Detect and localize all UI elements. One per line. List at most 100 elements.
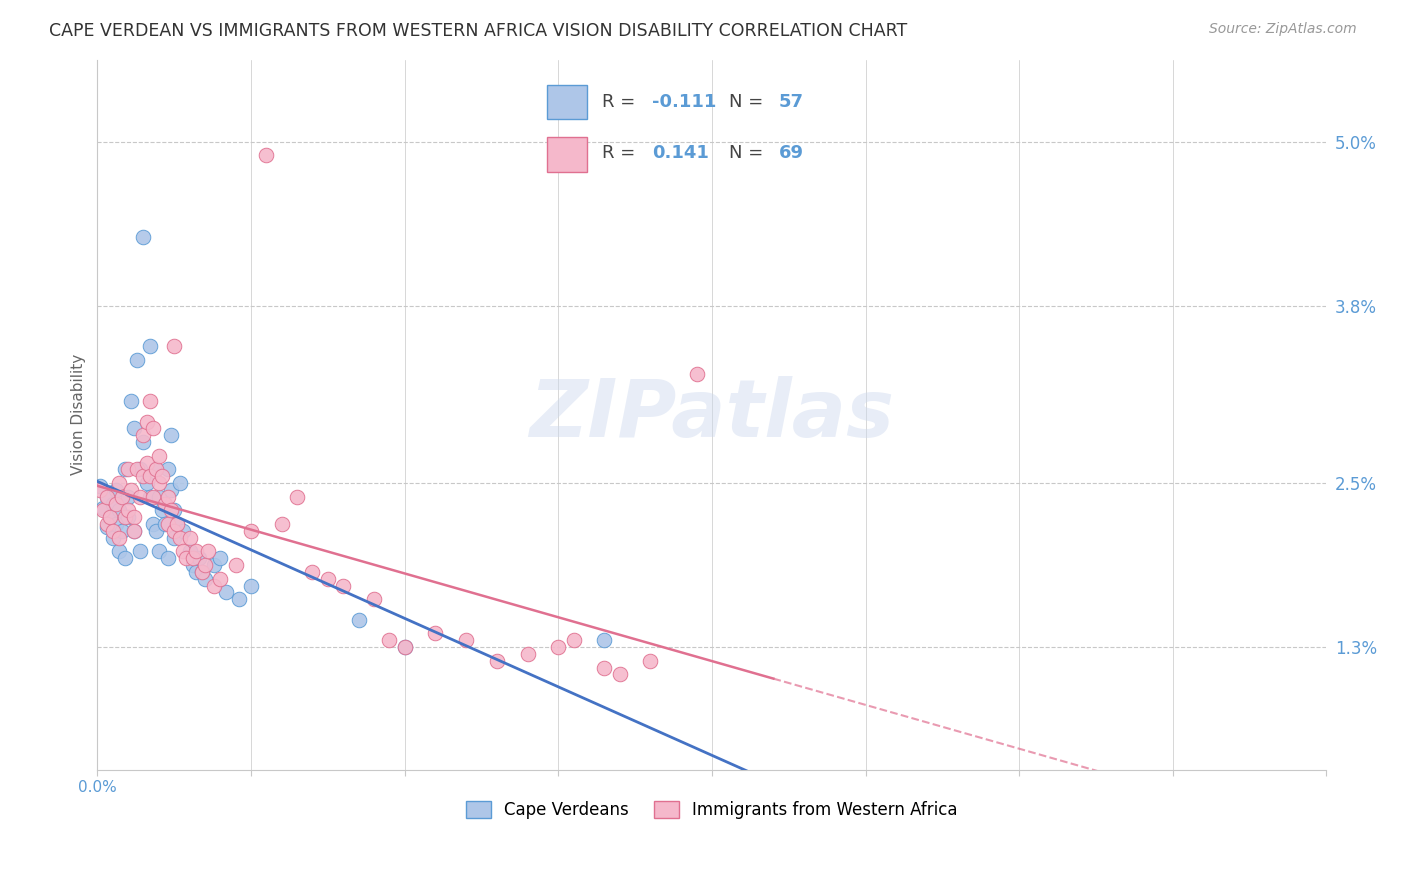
Point <box>547 640 569 654</box>
Point <box>163 339 186 353</box>
Text: Source: ZipAtlas.com: Source: ZipAtlas.com <box>1209 22 1357 37</box>
Point <box>104 497 127 511</box>
Point <box>135 476 157 491</box>
Point <box>181 551 204 566</box>
Point <box>197 544 219 558</box>
Point <box>127 462 149 476</box>
Point <box>142 421 165 435</box>
Point <box>160 483 183 497</box>
Text: 69: 69 <box>779 145 804 162</box>
Point <box>138 394 160 409</box>
Point <box>132 230 155 244</box>
Point <box>150 503 173 517</box>
Point <box>101 497 124 511</box>
Point <box>254 148 277 162</box>
Point <box>108 476 131 491</box>
Point <box>184 544 207 558</box>
Point <box>129 544 152 558</box>
Point <box>138 469 160 483</box>
Point <box>225 558 247 572</box>
Point <box>194 572 217 586</box>
Point <box>104 517 127 532</box>
Point <box>148 449 170 463</box>
Text: R =: R = <box>602 93 641 111</box>
Point <box>301 565 323 579</box>
Text: CAPE VERDEAN VS IMMIGRANTS FROM WESTERN AFRICA VISION DISABILITY CORRELATION CHA: CAPE VERDEAN VS IMMIGRANTS FROM WESTERN … <box>49 22 907 40</box>
Point <box>215 585 238 599</box>
Point <box>148 476 170 491</box>
Point <box>157 490 180 504</box>
Point <box>240 578 263 592</box>
Point <box>562 633 585 648</box>
Point <box>98 510 121 524</box>
Point <box>120 394 142 409</box>
Point <box>138 339 160 353</box>
Text: 0.141: 0.141 <box>652 145 709 162</box>
Point <box>150 469 173 483</box>
Point <box>191 565 214 579</box>
Point <box>181 558 204 572</box>
Point <box>179 531 201 545</box>
Point <box>394 640 416 654</box>
Point <box>96 490 118 504</box>
Point <box>425 626 447 640</box>
Point <box>114 551 136 566</box>
Point <box>108 531 131 545</box>
Text: ZIPatlas: ZIPatlas <box>530 376 894 454</box>
Point <box>166 517 188 532</box>
Point <box>228 592 250 607</box>
Point <box>166 517 188 532</box>
Text: N =: N = <box>730 93 769 111</box>
Point <box>316 572 339 586</box>
Point <box>101 531 124 545</box>
Point <box>176 551 198 566</box>
Point <box>96 490 118 504</box>
Text: -0.111: -0.111 <box>652 93 716 111</box>
Point <box>202 558 225 572</box>
Text: 57: 57 <box>779 93 804 111</box>
Point <box>89 483 111 497</box>
Point <box>104 483 127 497</box>
Point <box>157 517 180 532</box>
Point <box>240 524 263 538</box>
Point <box>209 551 232 566</box>
Point <box>148 490 170 504</box>
Point <box>114 510 136 524</box>
Point <box>101 524 124 538</box>
Y-axis label: Vision Disability: Vision Disability <box>72 354 86 475</box>
Point <box>593 633 616 648</box>
Point <box>172 544 194 558</box>
Point <box>209 572 232 586</box>
Point <box>122 524 145 538</box>
Point <box>122 524 145 538</box>
Point <box>89 479 111 493</box>
Point <box>142 517 165 532</box>
Point <box>163 503 186 517</box>
Point <box>332 578 354 592</box>
Point <box>129 490 152 504</box>
Point <box>202 578 225 592</box>
Point <box>153 497 176 511</box>
FancyBboxPatch shape <box>547 85 586 120</box>
Point <box>96 517 118 532</box>
FancyBboxPatch shape <box>547 137 586 171</box>
Point <box>122 510 145 524</box>
Point <box>145 462 167 476</box>
Point <box>169 531 191 545</box>
Point <box>93 503 115 517</box>
Point <box>132 435 155 450</box>
Point <box>593 660 616 674</box>
Point <box>456 633 478 648</box>
Point <box>132 428 155 442</box>
Point <box>117 503 139 517</box>
Point <box>157 551 180 566</box>
Point <box>270 517 292 532</box>
Point <box>153 517 176 532</box>
Point <box>145 524 167 538</box>
Point <box>122 421 145 435</box>
Point <box>157 462 180 476</box>
Point <box>516 647 538 661</box>
Point <box>111 490 134 504</box>
Point <box>179 544 201 558</box>
Point <box>135 456 157 470</box>
